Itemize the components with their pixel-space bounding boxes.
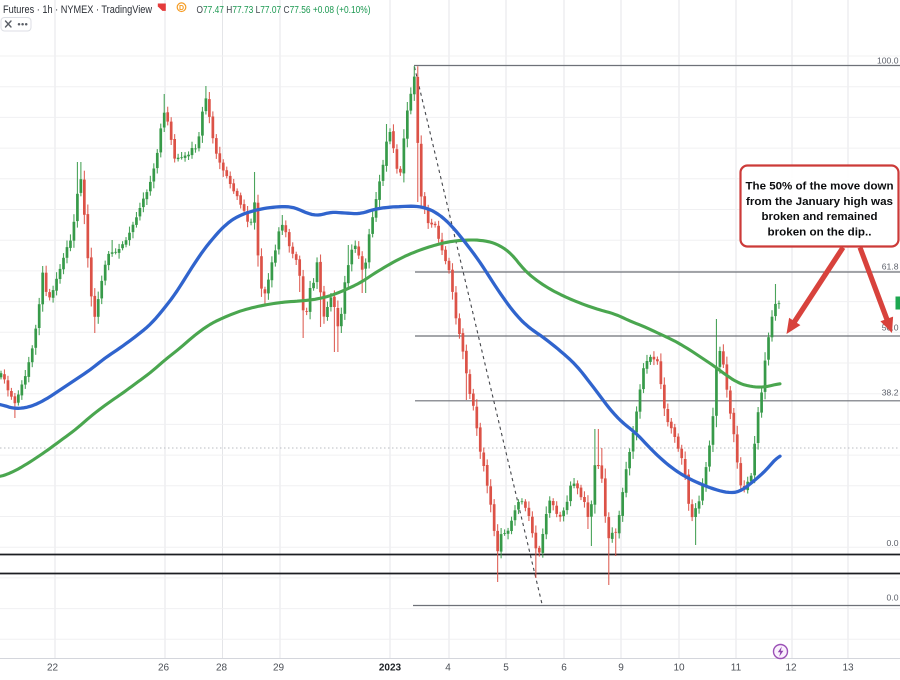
svg-text:11: 11 [731, 663, 742, 674]
svg-text:29: 29 [273, 663, 285, 674]
svg-text:Futures · 1h · NYMEX · Trading: Futures · 1h · NYMEX · TradingView [3, 4, 153, 16]
svg-text:10: 10 [673, 663, 685, 674]
svg-text:O77.47 H77.73 L77.07 C77.56 +0: O77.47 H77.73 L77.07 C77.56 +0.08 (+0.10… [197, 5, 371, 16]
svg-text:26: 26 [158, 663, 170, 674]
svg-text:broken and remained: broken and remained [762, 211, 878, 223]
svg-text:0.0: 0.0 [887, 593, 899, 603]
svg-text:100.0: 100.0 [877, 56, 899, 66]
svg-text:broken on the dip..: broken on the dip.. [768, 226, 872, 238]
svg-text:38.2: 38.2 [882, 388, 899, 398]
svg-text:6: 6 [561, 663, 567, 674]
svg-text:12: 12 [785, 663, 797, 674]
svg-text:The 50% of the move down: The 50% of the move down [746, 181, 894, 193]
svg-text:22: 22 [47, 663, 59, 674]
svg-text:2023: 2023 [379, 663, 402, 674]
svg-text:4: 4 [445, 663, 451, 674]
svg-text:from the January high was: from the January high was [746, 196, 893, 208]
svg-text:0.0: 0.0 [887, 538, 899, 548]
svg-text:28: 28 [216, 663, 228, 674]
svg-text:D: D [179, 5, 184, 12]
svg-text:9: 9 [618, 663, 624, 674]
svg-text:5: 5 [503, 663, 509, 674]
svg-text:13: 13 [842, 663, 854, 674]
svg-text:61.8: 61.8 [882, 262, 899, 272]
